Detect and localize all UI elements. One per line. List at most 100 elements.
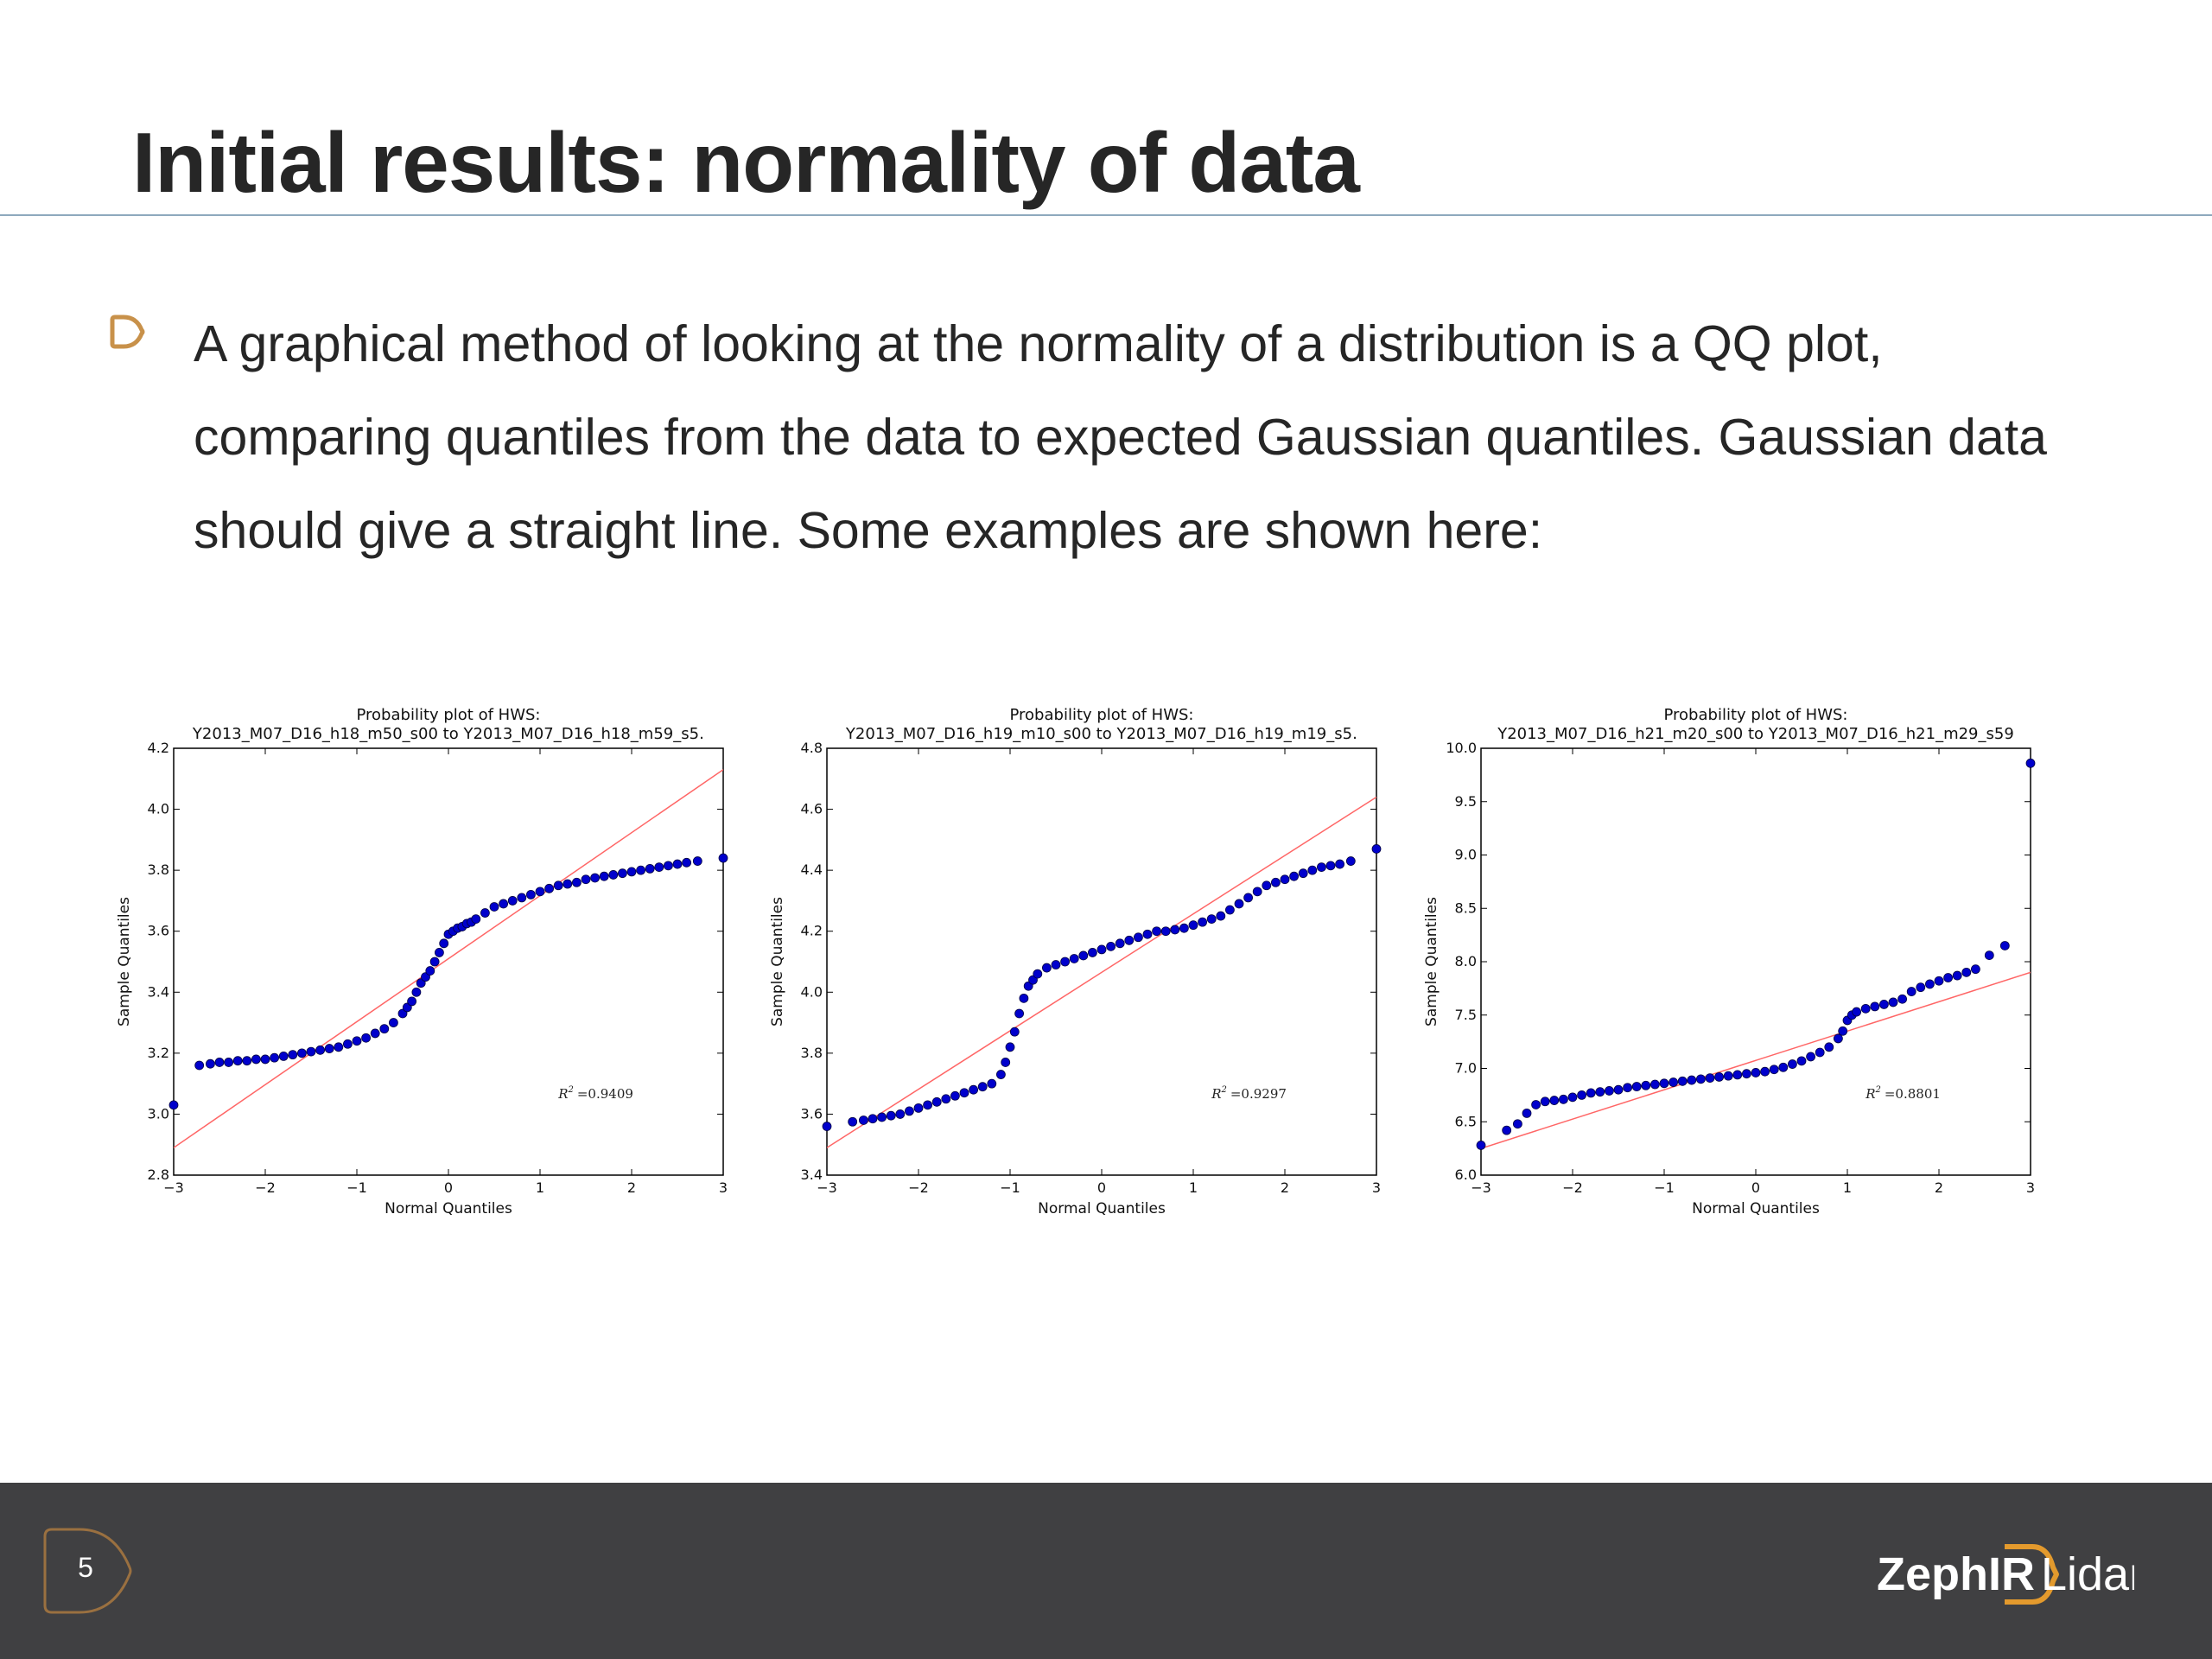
data-point [1906,987,1916,996]
data-point [1751,1068,1761,1077]
x-axis-label: Normal Quantiles [1692,1200,1820,1217]
y-tick-label: 4.8 [801,740,823,756]
x-tick-label: 1 [1843,1179,1852,1196]
r-squared-label: R2 =0.8801 [1865,1085,1941,1102]
logo-product: Lidar [2041,1548,2134,1600]
data-point [1133,932,1143,943]
y-tick-label: 8.5 [1455,899,1477,916]
data-point [1060,957,1071,967]
data-point [434,948,444,957]
data-point [1522,1108,1532,1118]
data-point [1078,950,1089,961]
data-point [439,938,449,949]
data-point [1952,970,1962,981]
data-point [379,1024,390,1034]
qq-plot-3: −3 −2 −1 0 1 2 3 6.0 6.5 7.0 7.5 8.0 8.5 9.0 9.5 10.0 R2… [1415,700,2037,1236]
data-point [1838,1026,1848,1036]
y-axis-label: Sample Quantiles [769,897,786,1027]
y-tick-label: 4.0 [801,983,823,1000]
data-point [1659,1078,1669,1089]
data-point [251,1054,261,1065]
data-point [324,1044,334,1053]
page-badge-icon [43,1528,132,1614]
plot-frame [1480,747,2031,1176]
data-point [260,1054,270,1065]
y-tick-label: 3.8 [801,1045,823,1061]
data-point [342,1039,353,1049]
data-point [1096,944,1107,955]
r-squared-label: R2 =0.9409 [557,1085,633,1102]
qq-plot-2: −3 −2 −1 0 1 2 3 3.4 3.6 3.8 4.0 4.2 4.4 4.6 4.8 R2 =0.9… [761,700,1383,1236]
x-tick-label: 3 [1372,1179,1381,1196]
x-tick-label: −1 [1654,1179,1675,1196]
slide-title: Initial results: normality of data [132,115,1360,210]
data-point [1234,899,1244,909]
data-point [1014,1008,1025,1019]
data-point [471,914,481,925]
x-tick-label: 3 [2026,1179,2035,1196]
data-point [682,857,691,868]
data-point [987,1078,997,1089]
data-point [480,908,490,918]
data-point [1540,1096,1550,1107]
data-point [1971,964,1980,975]
data-point [636,865,645,875]
data-point [1879,999,1889,1009]
data-point [1335,859,1344,869]
y-tick-label: 3.6 [801,1105,823,1122]
data-point [977,1082,988,1092]
x-tick-label: −1 [1000,1179,1020,1196]
data-point [407,996,417,1007]
y-tick-label: 9.5 [1455,793,1477,810]
data-point [1513,1119,1522,1129]
data-point [1115,938,1125,949]
data-point [1009,1027,1020,1037]
data-point [296,1048,307,1058]
data-point [334,1042,344,1052]
data-point [718,853,728,863]
data-point [1558,1094,1568,1104]
chart-title-line1: Probability plot of HWS: [1010,706,1194,724]
y-tick-label: 4.2 [801,923,823,939]
data-point [1961,967,1972,977]
data-point [654,862,664,873]
data-point [572,877,582,887]
y-tick-label: 8.0 [1455,953,1477,969]
y-tick-label: 4.4 [801,861,823,878]
data-point [1567,1092,1578,1103]
x-tick-label: 0 [1751,1179,1760,1196]
data-point [1280,874,1290,885]
data-point [489,902,499,912]
data-point [1005,1042,1015,1052]
data-point [599,871,609,881]
data-point [232,1056,243,1066]
data-point [1345,856,1356,866]
data-point [425,966,435,976]
y-tick-label: 4.0 [148,801,169,817]
data-point [1179,923,1189,933]
data-point [1613,1084,1624,1095]
data-point [1641,1080,1651,1090]
x-tick-label: −2 [255,1179,276,1196]
data-point [1631,1082,1642,1091]
data-point [1897,994,1907,1004]
x-tick-label: −2 [908,1179,929,1196]
data-point [895,1109,906,1119]
x-tick-label: 3 [719,1179,728,1196]
data-point [517,893,527,903]
data-point [645,863,655,874]
x-tick-label: 0 [444,1179,453,1196]
data-point [959,1088,969,1098]
data-point [1815,1047,1825,1058]
plot-frame [173,747,724,1176]
data-point [1019,993,1029,1003]
data-point [1888,997,1898,1007]
x-axis-label: Normal Quantiles [385,1200,512,1217]
y-tick-label: 2.8 [148,1166,169,1183]
data-point [913,1103,924,1113]
data-point [1307,865,1318,875]
data-point [1586,1088,1596,1098]
data-point [1778,1062,1789,1072]
data-point [877,1112,887,1122]
y-tick-label: 7.5 [1455,1007,1477,1023]
